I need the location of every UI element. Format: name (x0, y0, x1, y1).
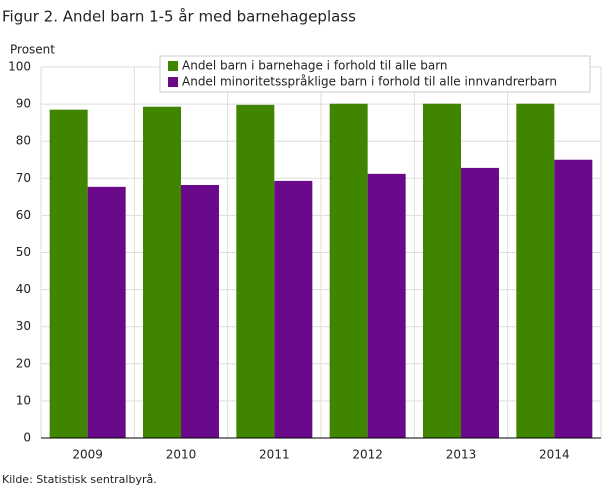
bar (367, 173, 406, 438)
y-tick-label: 100 (8, 60, 31, 74)
legend-label: Andel minoritetsspråklige barn i forhold… (182, 75, 557, 89)
y-tick-label: 0 (23, 431, 31, 445)
y-tick-label: 40 (16, 282, 31, 296)
bar (236, 104, 275, 438)
x-tick-label: 2009 (72, 448, 103, 462)
bar (329, 103, 368, 438)
source: Kilde: Statistisk sentralbyrå. (2, 473, 157, 486)
legend-label: Andel barn i barnehage i forhold til all… (182, 59, 448, 73)
bar (87, 186, 126, 438)
y-tick-label: 90 (16, 97, 31, 111)
bar (274, 180, 313, 438)
bar (516, 103, 555, 438)
y-tick-label: 60 (16, 208, 31, 222)
bar (554, 159, 593, 438)
bar (143, 106, 181, 439)
bar (461, 167, 499, 439)
x-tick-label: 2014 (539, 448, 570, 462)
x-tick-label: 2010 (166, 448, 197, 462)
y-tick-label: 30 (16, 319, 31, 333)
y-tick-label: 70 (16, 171, 31, 185)
x-tick-label: 2013 (446, 448, 477, 462)
bar (423, 103, 461, 438)
y-tick-label: 80 (16, 134, 31, 148)
legend-swatch (168, 61, 178, 71)
y-tick-label: 20 (16, 356, 31, 370)
legend-box (159, 55, 591, 93)
x-tick-label: 2012 (352, 448, 383, 462)
x-tick-label: 2011 (259, 448, 290, 462)
y-tick-label: 50 (16, 245, 31, 259)
bar (49, 109, 88, 438)
y-axis-label: Prosent (10, 43, 55, 57)
bar (181, 184, 219, 438)
y-tick-label: 10 (16, 393, 31, 407)
legend-swatch (168, 77, 178, 87)
chart-title: Figur 2. Andel barn 1-5 år med barnehage… (2, 8, 356, 26)
